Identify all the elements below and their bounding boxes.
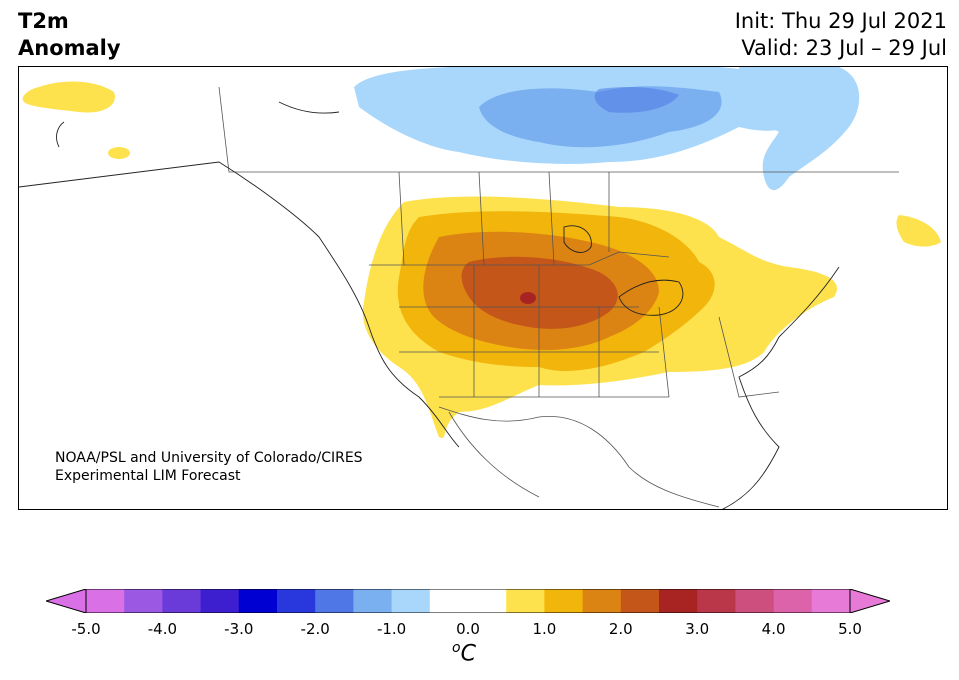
political-borders <box>218 86 899 508</box>
valid-range: Valid: 23 Jul – 29 Jul <box>741 36 947 60</box>
colorbar-tick-label: -4.0 <box>147 620 178 638</box>
map-canvas <box>19 67 947 509</box>
title-line-2: Anomaly <box>18 36 121 60</box>
colorbar-cell <box>315 589 354 613</box>
init-date: Init: Thu 29 Jul 2021 <box>734 9 947 33</box>
cold-anomaly-region <box>354 67 860 191</box>
colorbar-cell <box>620 589 660 613</box>
colorbar-cell <box>353 589 393 613</box>
colorbar-cell <box>468 589 507 613</box>
colorbar-tick-label: 0.0 <box>456 620 480 638</box>
colorbar-extend-high <box>849 589 890 613</box>
colorbar-cell <box>773 589 813 613</box>
anomaly-map <box>18 66 948 510</box>
colorbar-cell <box>124 589 163 613</box>
colorbar-cell <box>735 589 775 613</box>
colorbar-cell <box>582 589 622 613</box>
colorbar-cell <box>429 589 469 613</box>
colorbar <box>46 589 890 613</box>
colorbar-cell <box>659 589 698 613</box>
credit-text: NOAA/PSL and University of Colorado/CIRE… <box>55 449 363 485</box>
colorbar-cell <box>811 589 851 613</box>
warm-anomaly-region <box>22 81 941 438</box>
colorbar-tick-label: 4.0 <box>761 620 786 638</box>
degree-symbol: o <box>452 640 461 656</box>
colorbar-tick-label: -5.0 <box>71 620 101 638</box>
colorbar-tick-label: 3.0 <box>685 620 710 638</box>
colorbar-tick-label: -3.0 <box>224 620 254 638</box>
colorbar-extend-low <box>46 589 87 613</box>
colorbar-cell <box>544 589 584 613</box>
colorbar-tick-labels: -5.0 -4.0 -3.0 -2.0 -1.0 0.0 1.0 2.0 3.0 4.0 5.0 <box>0 620 959 640</box>
unit-letter: C <box>460 641 476 667</box>
colorbar-unit: oC <box>452 640 476 666</box>
colorbar-cell <box>162 589 202 613</box>
colorbar-cell <box>391 589 431 613</box>
credit-line-2: Experimental LIM Forecast <box>55 468 241 484</box>
colorbar-tick-label: 1.0 <box>532 620 557 638</box>
colorbar-tick-label: -2.0 <box>300 620 330 638</box>
colorbar-cell <box>277 589 316 613</box>
title-line-1: T2m <box>18 9 69 33</box>
colorbar-tick-label: -1.0 <box>376 620 407 638</box>
colorbar-cell <box>200 589 240 613</box>
colorbar-cell <box>86 589 125 613</box>
forecast-dates: Init: Thu 29 Jul 2021 Valid: 23 Jul – 29… <box>735 8 947 62</box>
colorbar-frame <box>85 589 851 613</box>
coastlines <box>19 101 840 509</box>
colorbar-tick-label: 2.0 <box>608 620 633 638</box>
map-title: T2m Anomaly <box>18 8 121 62</box>
colorbar-tick-label: 5.0 <box>838 620 862 638</box>
colorbar-cell <box>506 589 545 613</box>
colorbar-cell <box>238 589 278 613</box>
colorbar-cell <box>697 589 736 613</box>
credit-line-1: NOAA/PSL and University of Colorado/CIRE… <box>55 450 363 466</box>
